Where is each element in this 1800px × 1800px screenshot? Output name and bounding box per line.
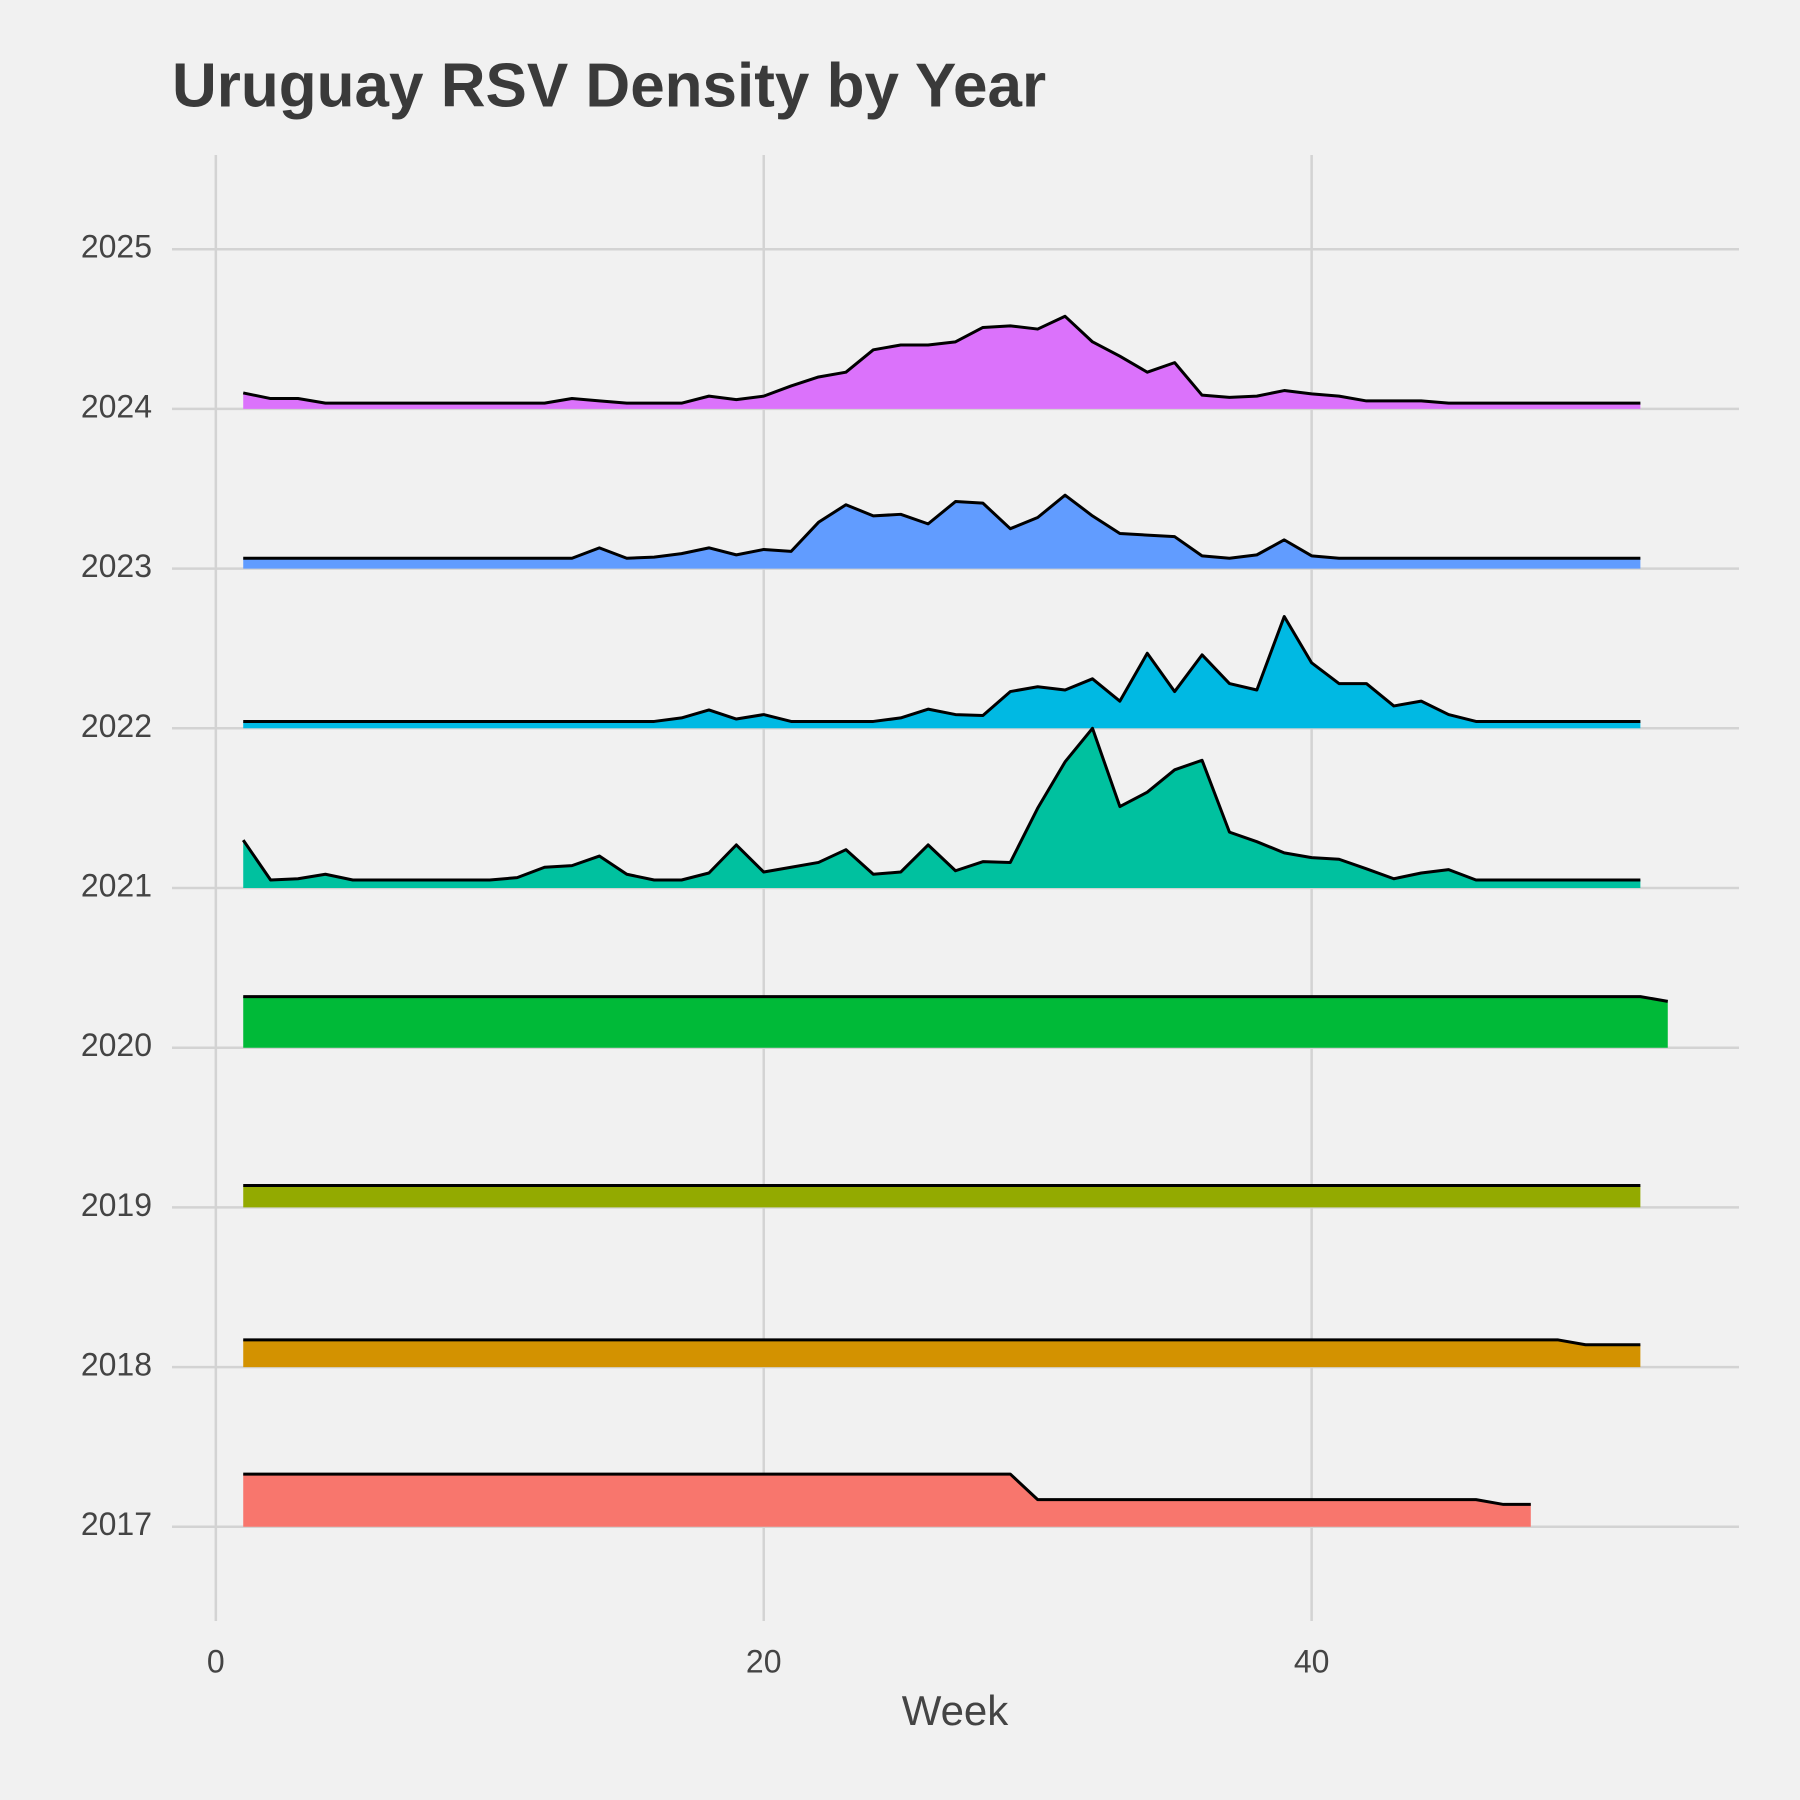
ridge-area (243, 996, 1668, 1048)
ridge-line (243, 615, 1641, 723)
x-tick-label: 20 (746, 1643, 782, 1679)
ridge-line (241, 726, 1641, 882)
y-tick-label: 2022 (81, 708, 152, 744)
ridge-line (243, 995, 1669, 1003)
ridge-line (242, 314, 1641, 405)
ridge-area (243, 1339, 1641, 1368)
ridge-line (243, 1472, 1531, 1506)
y-tick-label: 2023 (81, 548, 152, 584)
y-tick-label: 2018 (81, 1347, 152, 1383)
ridge-line (243, 1338, 1641, 1347)
ridge-area (243, 316, 1641, 409)
chart-title: Uruguay RSV Density by Year (172, 51, 1046, 120)
y-tick-label: 2024 (81, 388, 152, 424)
ridge-area (243, 1474, 1531, 1527)
x-tick-label: 0 (207, 1643, 225, 1679)
y-tick-label: 2017 (81, 1506, 152, 1542)
ridge-line (243, 493, 1641, 560)
ridge-area (243, 495, 1641, 569)
x-tick-label: 40 (1294, 1643, 1330, 1679)
x-axis-label: Week (902, 1687, 1010, 1734)
ridge-area (243, 1185, 1641, 1208)
ridge-area (243, 616, 1641, 729)
ridges (241, 314, 1669, 1527)
y-tick-label: 2020 (81, 1027, 152, 1063)
y-tick-label: 2019 (81, 1187, 152, 1223)
y-tick-label: 2025 (81, 229, 152, 265)
y-tick-label: 2021 (81, 867, 152, 903)
